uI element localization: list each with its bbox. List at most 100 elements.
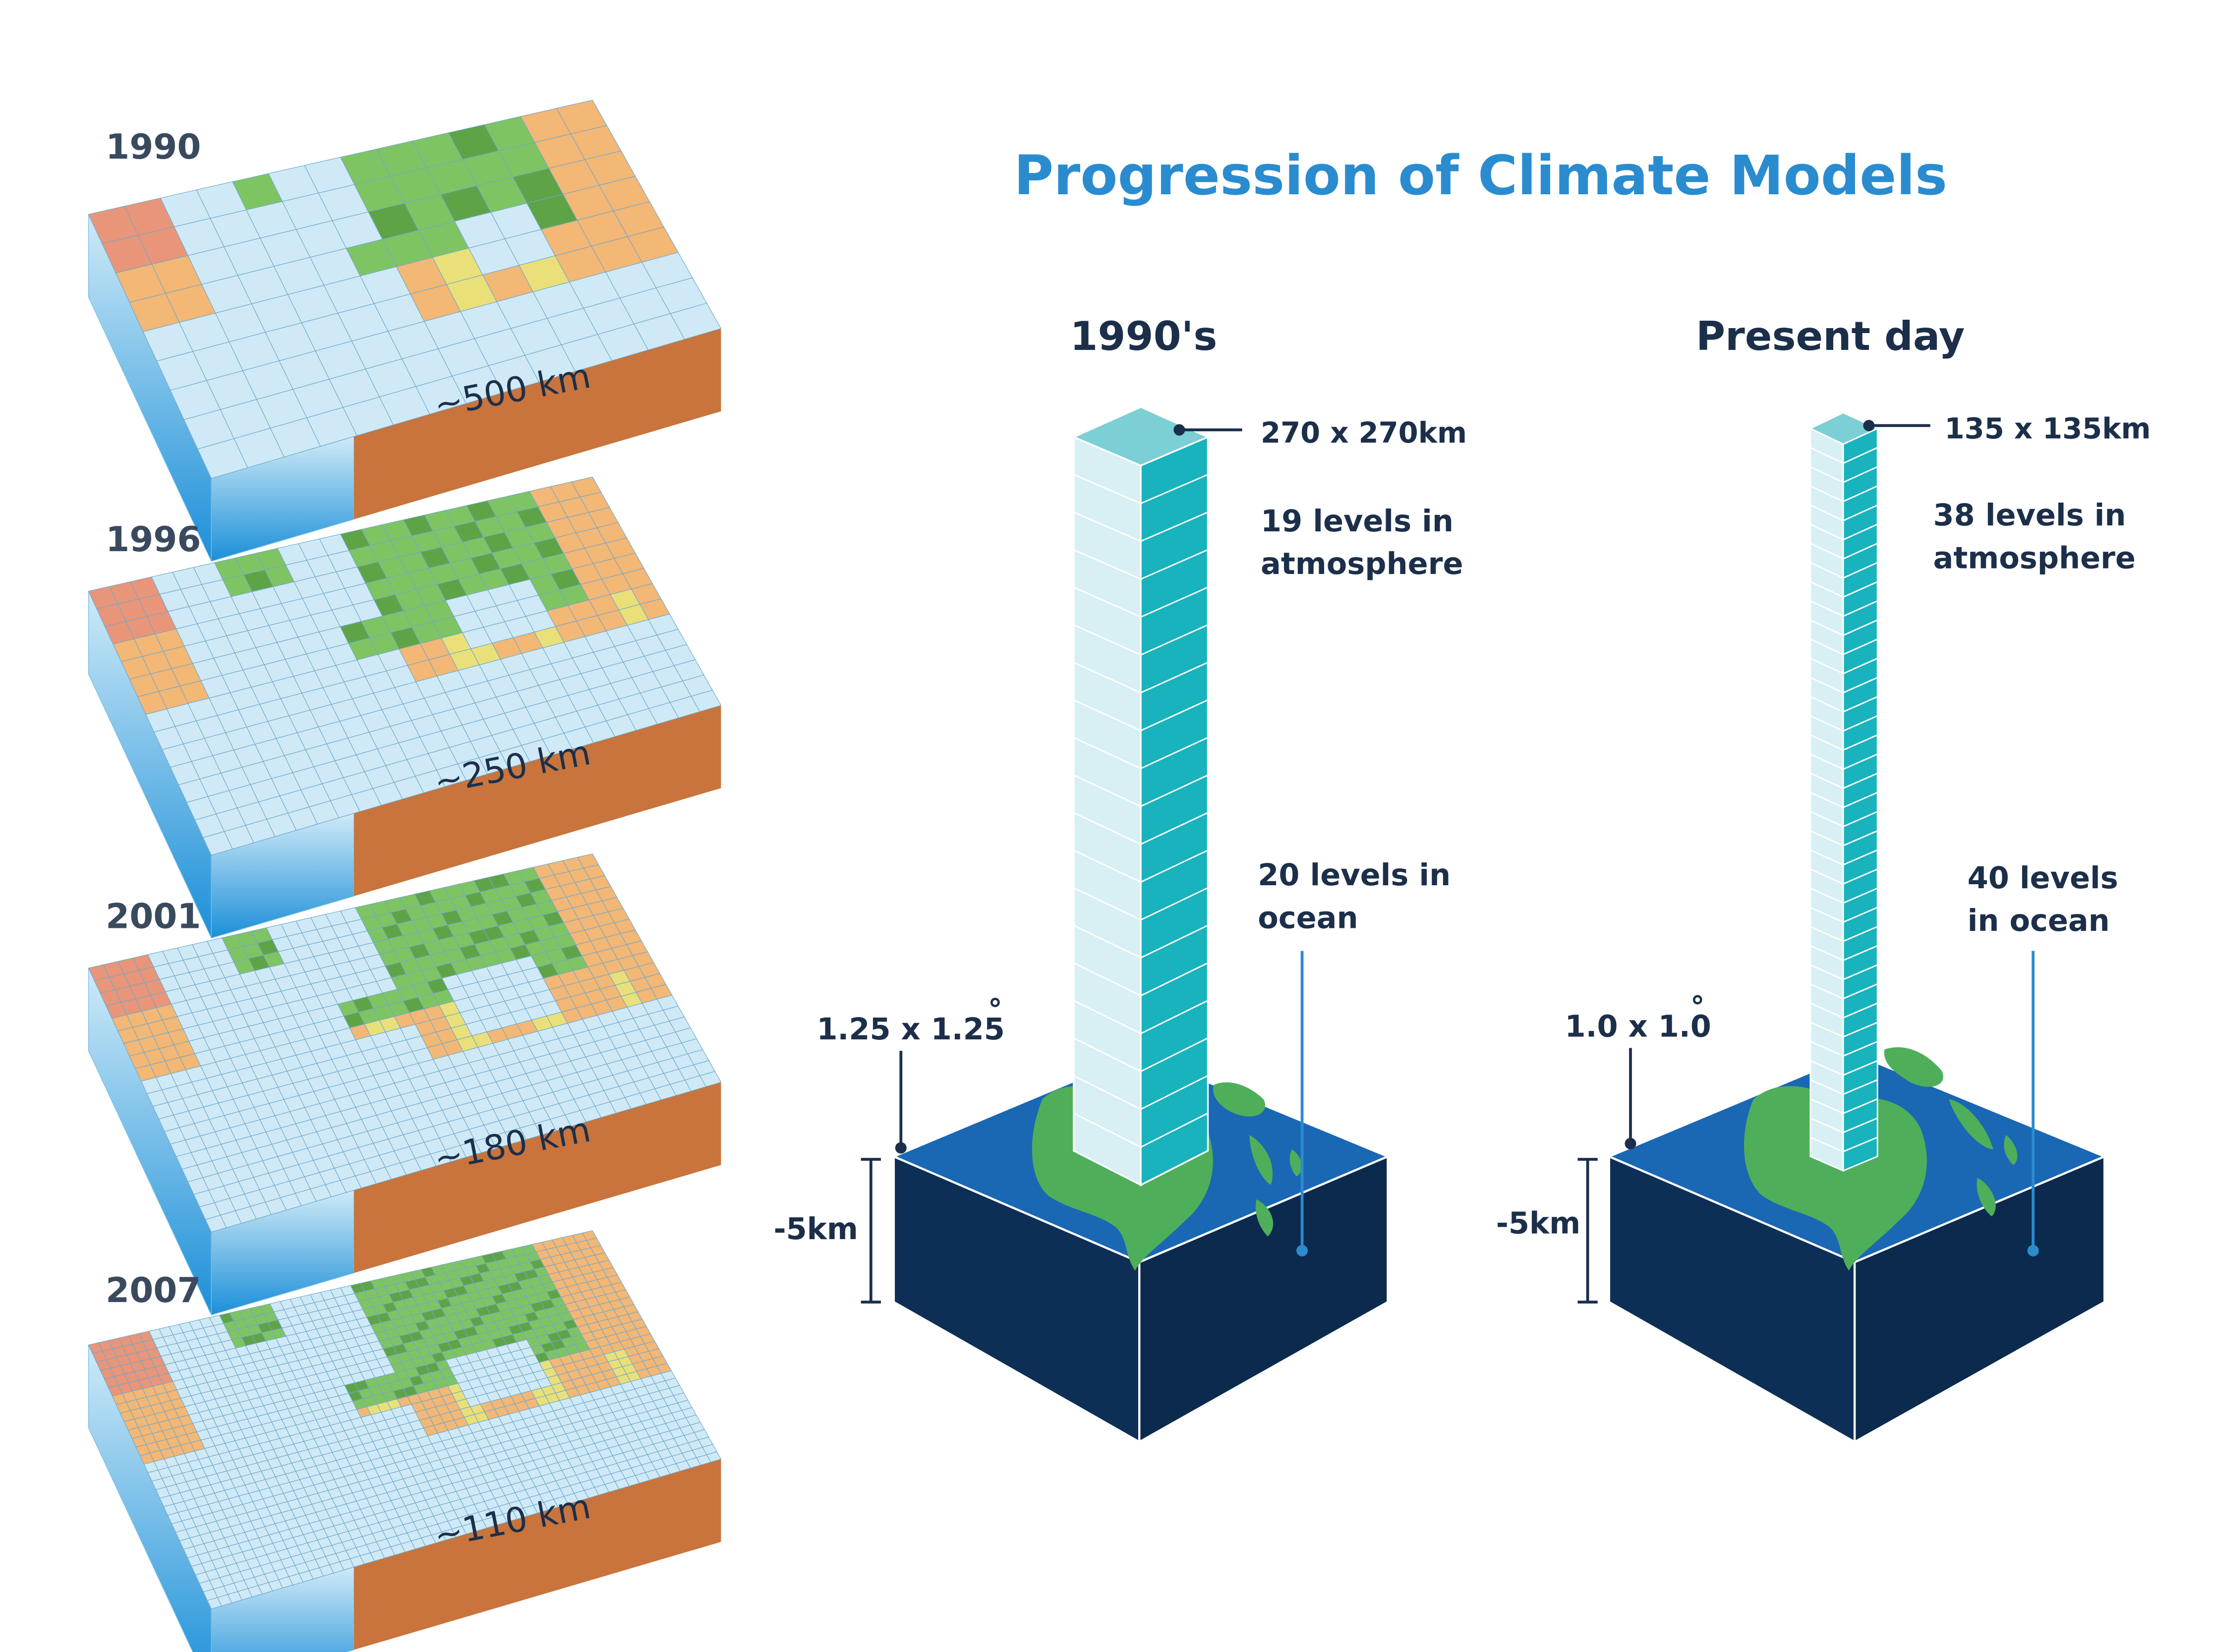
atmosphere-level-line: [1810, 734, 1878, 751]
atmosphere-level-line: [1073, 474, 1209, 505]
size-leader-dot: [1863, 420, 1875, 432]
atmosphere-level-line: [1810, 964, 1878, 980]
grid-map-2007: 2007 ~110 km: [88, 1230, 722, 1652]
atmosphere-level-line: [1810, 485, 1878, 503]
ocean-levels-line1: 40 levels: [1968, 861, 2118, 896]
model-column-1990s: 1990's 270 x 270km 19 levels in atmosphe…: [773, 313, 1467, 1444]
atmosphere-levels-line1: 38 levels in: [1933, 498, 2126, 533]
atmosphere-level-line: [1810, 811, 1878, 828]
ocean-leader-dot: [2027, 1245, 2039, 1256]
atmosphere-level-line: [1073, 1000, 1209, 1034]
slab-grid-cells: [88, 100, 722, 479]
depth-label: -5km: [1496, 1206, 1580, 1241]
grid-map-1990: 1990 ~500 km: [88, 100, 722, 562]
atmosphere-level-line: [1073, 624, 1209, 656]
atmosphere-level-lines: [1810, 447, 1878, 1153]
atmosphere-level-line: [1073, 924, 1209, 959]
atmosphere-level-line: [1073, 737, 1209, 770]
atmosphere-level-line: [1073, 812, 1209, 845]
ocean-levels-line1: 20 levels in: [1258, 858, 1451, 893]
atmosphere-level-line: [1073, 1075, 1209, 1110]
atmosphere-level-line: [1810, 581, 1878, 598]
atmosphere-level-line: [1810, 466, 1878, 483]
atmosphere-level-line: [1810, 772, 1878, 790]
atmosphere-level-line: [1810, 907, 1878, 923]
grid-map-1996: 1996 ~250 km: [88, 476, 722, 939]
atmosphere-level-line: [1073, 511, 1209, 542]
ocean-levels-line2: ocean: [1258, 901, 1358, 935]
atmosphere-level-line: [1810, 600, 1878, 617]
atmosphere-level-line: [1810, 1002, 1878, 1019]
atmosphere-level-line: [1810, 849, 1878, 866]
atmosphere-level-line: [1073, 549, 1209, 580]
atmosphere-level-line: [1810, 830, 1878, 847]
grid-angle-label: 1.25 x 1.25: [816, 1012, 1005, 1047]
ocean-leader-dot: [1296, 1245, 1308, 1256]
atmosphere-level-line: [1073, 699, 1209, 732]
atmosphere-level-line: [1810, 715, 1878, 732]
atmosphere-level-line: [1810, 945, 1878, 962]
slab-front-earth: [354, 1459, 721, 1650]
grid-leader-dot: [895, 1142, 907, 1154]
slab-grid-cells: [88, 854, 722, 1233]
atmosphere-level-line: [1810, 638, 1878, 656]
atmosphere-level-line: [1810, 523, 1878, 541]
map-year-2001: 2001: [106, 897, 201, 936]
atmosphere-level-line: [1810, 447, 1878, 464]
atmosphere-level-line: [1810, 868, 1878, 885]
atmosphere-level-line: [1073, 774, 1209, 807]
slab-front-earth: [354, 705, 721, 896]
map-year-1990: 1990: [106, 127, 201, 167]
grid-map-2001: 2001 ~180 km: [88, 854, 722, 1315]
atmosphere-levels-line1: 19 levels in: [1261, 504, 1454, 539]
atmosphere-level-line: [1810, 1137, 1878, 1153]
atmosphere-level-line: [1073, 850, 1209, 883]
ocean-levels-line2: in ocean: [1968, 904, 2110, 938]
atmosphere-level-line: [1810, 887, 1878, 904]
grid-angle-degree: °: [988, 993, 1002, 1026]
atmosphere-level-line: [1810, 1040, 1878, 1057]
atmosphere-level-line: [1810, 792, 1878, 808]
atmosphere-level-line: [1810, 562, 1878, 579]
depth-label: -5km: [773, 1212, 858, 1247]
grid-leader-dot: [1625, 1138, 1636, 1149]
atmosphere-levels-line2: atmosphere: [1933, 541, 2136, 576]
column-heading-present-day: Present day: [1696, 313, 1965, 360]
size-leader-dot: [1173, 424, 1185, 436]
atmosphere-level-line: [1810, 1079, 1878, 1095]
atmosphere-level-line: [1810, 677, 1878, 694]
grid-map-panels: 1990 ~500 km 1996 ~250 km 2001 ~180 km 2…: [88, 100, 722, 1652]
grid-angle-degree: °: [1690, 990, 1705, 1024]
atmosphere-level-line: [1073, 662, 1209, 694]
atmosphere-level-lines: [1073, 474, 1209, 1148]
column-heading-1990s: 1990's: [1070, 313, 1217, 360]
column-size-label: 270 x 270km: [1261, 416, 1467, 450]
map-year-2007: 2007: [106, 1271, 201, 1310]
atmosphere-level-line: [1810, 543, 1878, 560]
atmosphere-level-line: [1810, 1098, 1878, 1114]
diagram-title: Progression of Climate Models: [1014, 144, 1947, 207]
atmosphere-level-line: [1073, 1037, 1209, 1073]
atmosphere-level-line: [1073, 586, 1209, 618]
atmosphere-column-front-right: [1140, 436, 1209, 1187]
slab-front-earth: [354, 1082, 721, 1273]
atmosphere-level-line: [1073, 887, 1209, 921]
model-column-present-day: Present day 135 x 135km 38 levels in atm…: [1496, 313, 2151, 1444]
atmosphere-level-line: [1810, 983, 1878, 1000]
map-year-1996: 1996: [106, 520, 201, 560]
slab-grid-cells: [88, 476, 722, 856]
atmosphere-level-line: [1810, 657, 1878, 675]
atmosphere-level-line: [1810, 619, 1878, 636]
atmosphere-level-line: [1810, 1117, 1878, 1134]
atmosphere-level-line: [1073, 1112, 1209, 1148]
atmosphere-column-top: [1071, 406, 1210, 467]
atmosphere-levels-line2: atmosphere: [1261, 547, 1463, 581]
slab-front-earth: [354, 328, 721, 519]
atmosphere-level-line: [1810, 753, 1878, 770]
atmosphere-level-line: [1073, 962, 1209, 997]
grid-angle-label: 1.0 x 1.0: [1565, 1009, 1711, 1044]
atmosphere-level-line: [1810, 696, 1878, 713]
slab-grid-cells: [88, 1230, 722, 1609]
column-size-label: 135 x 135km: [1945, 412, 2151, 446]
